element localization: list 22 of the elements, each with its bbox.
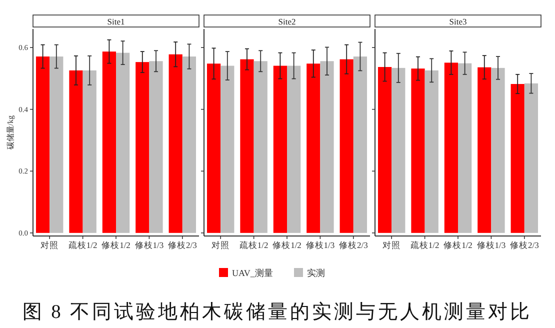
x-tick-label: 修枝1/3 — [306, 240, 335, 250]
x-tick-label: 修枝2/3 — [510, 240, 539, 250]
chart-title: Site2 — [278, 16, 296, 26]
caption: 图 8 不同试验地柏木碳储量的实测与无人机测量对比 — [22, 301, 532, 323]
y-axis-title: 碳储量/kg — [6, 115, 15, 151]
x-tick-label: 修枝1/3 — [134, 240, 164, 250]
x-tick-label: 对照 — [212, 240, 230, 250]
x-tick-label: 疏枝1/2 — [410, 240, 440, 250]
chart-title: Site1 — [107, 16, 125, 26]
x-tick-label: 疏枝1/2 — [239, 240, 268, 250]
x-tick-label: 对照 — [382, 240, 401, 250]
x-tick-label: 修枝1/2 — [102, 240, 130, 250]
x-tick-label: 修枝1/2 — [444, 240, 472, 250]
x-tick-label: 修枝1/2 — [272, 240, 302, 250]
x-tick-label: 疏枝1/2 — [68, 240, 98, 250]
x-tick-label: 修枝2/3 — [338, 240, 368, 250]
legend-label: 实测 — [307, 268, 325, 278]
legend-label: UAV_测量 — [232, 268, 273, 278]
x-tick-label: 修枝2/3 — [168, 240, 197, 250]
x-tick-label: 对照 — [40, 240, 59, 250]
chart-title: Site3 — [449, 16, 467, 26]
x-tick-label: 修枝1/3 — [476, 240, 506, 250]
